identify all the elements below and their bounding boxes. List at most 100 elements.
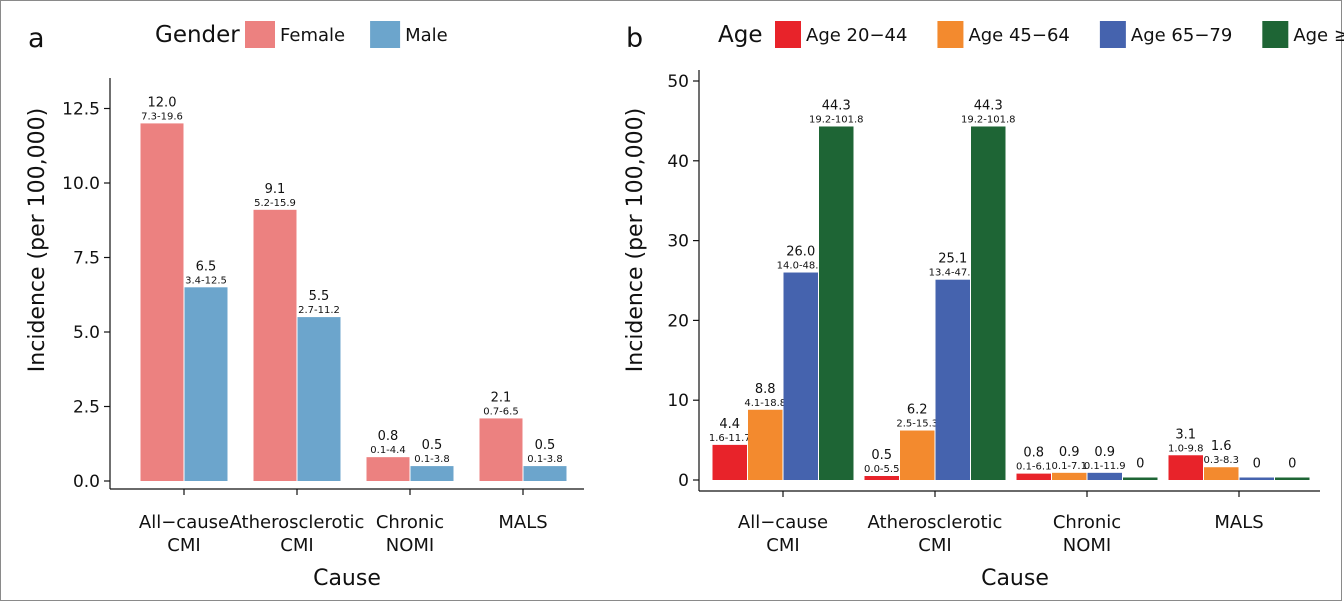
bar <box>935 279 970 480</box>
ci-label: 3.4-12.5 <box>185 275 227 286</box>
value-label: 12.0 <box>148 95 177 110</box>
bar <box>971 126 1006 481</box>
legend-swatch <box>370 21 401 48</box>
legend-label: Age 45−64 <box>968 25 1069 46</box>
y-tick-label: 40 <box>667 152 689 172</box>
value-label: 8.8 <box>755 382 776 397</box>
y-tick-label: 7.5 <box>73 249 100 269</box>
value-label: 0.8 <box>1023 446 1044 461</box>
bar <box>184 287 228 481</box>
legend-swatch <box>1099 21 1126 48</box>
legend-swatch <box>775 21 801 48</box>
legend-title: Age <box>718 22 762 48</box>
value-label: 0.5 <box>535 438 556 453</box>
y-tick-label: 50 <box>667 72 689 92</box>
legend-label: Age ≥80 <box>1293 25 1344 46</box>
x-category-label: MALS <box>1214 512 1263 533</box>
value-label: 0 <box>1288 457 1296 472</box>
y-tick-label: 30 <box>667 232 689 252</box>
ci-label: 13.4-47.0 <box>929 268 977 279</box>
x-category-label: CMI <box>167 535 200 556</box>
ci-label: 0.0-5.5 <box>864 464 899 475</box>
ci-label: 14.0-48.1 <box>777 261 825 272</box>
bar <box>900 430 935 480</box>
value-label: 2.1 <box>491 390 512 405</box>
x-category-label: All−cause <box>139 512 229 533</box>
bar <box>297 317 341 481</box>
y-tick-label: 0.0 <box>73 472 100 492</box>
legend-label: Age 20−44 <box>806 25 907 46</box>
bar <box>712 444 747 480</box>
ci-label: 2.5-15.3 <box>896 419 938 430</box>
value-label: 9.1 <box>265 182 286 197</box>
bar <box>1052 472 1087 480</box>
value-label: 0 <box>1136 457 1144 472</box>
y-tick-label: 0 <box>678 471 689 491</box>
legend-swatch <box>1262 21 1289 48</box>
ci-label: 0.1-6.1 <box>1016 462 1051 473</box>
bar <box>819 126 854 481</box>
x-category-label: MALS <box>498 512 547 533</box>
y-tick-label: 5.0 <box>73 323 100 343</box>
value-label: 1.6 <box>1211 439 1232 454</box>
value-label: 0.5 <box>871 448 892 463</box>
x-category-label: CMI <box>918 535 951 556</box>
ci-label: 0.3-8.3 <box>1204 455 1239 466</box>
ci-label: 0.1-3.8 <box>414 454 449 465</box>
value-label: 3.1 <box>1175 427 1196 442</box>
bar <box>783 272 818 480</box>
value-label: 5.5 <box>309 289 330 304</box>
ci-label: 2.7-11.2 <box>298 305 340 316</box>
value-label: 44.3 <box>822 98 851 113</box>
chart-panel-a: a Gender Female Male 0.0 2.5 5.0 7.5 10.0 12.5 Inc… <box>25 21 584 591</box>
legend-swatch <box>937 21 964 48</box>
ci-label: 0.1-3.8 <box>527 454 562 465</box>
y-axis-title: Incidence (per 100,000) <box>25 108 50 372</box>
legend-title: Gender <box>155 22 240 48</box>
x-axis-title: Cause <box>313 566 381 591</box>
value-label: 6.2 <box>907 403 928 418</box>
bar <box>1016 473 1051 480</box>
ci-label: 4.1-18.8 <box>744 398 786 409</box>
x-category-label: Atherosclerotic <box>230 512 365 533</box>
bar <box>1087 472 1122 480</box>
x-category-label: NOMI <box>386 535 434 556</box>
value-label: 0.9 <box>1094 445 1115 460</box>
x-category-label: Atherosclerotic <box>868 512 1003 533</box>
value-label: 0.9 <box>1059 445 1080 460</box>
bar <box>523 466 567 481</box>
bar <box>748 409 783 480</box>
ci-label: 7.3-19.6 <box>141 111 183 122</box>
bar <box>1275 477 1310 480</box>
legend-label: Male <box>405 25 448 46</box>
y-tick-label: 10.0 <box>62 174 100 194</box>
bar <box>864 476 899 480</box>
x-category-label: All−cause <box>738 512 828 533</box>
x-category-label: NOMI <box>1063 535 1111 556</box>
ci-label: 1.0-9.8 <box>1168 443 1203 454</box>
ci-label: 0.1-11.9 <box>1084 461 1126 472</box>
ci-label: 1.6-11.7 <box>709 433 751 444</box>
ci-label: 0.1-7.1 <box>1052 461 1087 472</box>
value-label: 6.5 <box>196 259 217 274</box>
x-category-label: CMI <box>280 535 313 556</box>
legend-swatch <box>245 21 275 48</box>
legend-label: Age 65−79 <box>1131 25 1232 46</box>
bar <box>1239 477 1274 480</box>
value-label: 44.3 <box>974 98 1003 113</box>
x-category-label: CMI <box>766 535 799 556</box>
value-label: 25.1 <box>938 252 967 267</box>
bar <box>1168 455 1203 480</box>
chart-panel-b: b Age Age 20−44 Age 45−64 Age 65−79 Age ≥80 0 1… <box>623 21 1344 591</box>
y-tick-label: 12.5 <box>62 100 100 120</box>
bar <box>366 457 410 481</box>
ci-label: 5.2-15.9 <box>254 198 296 209</box>
value-label: 0.8 <box>378 429 399 444</box>
value-label: 0.5 <box>422 438 443 453</box>
bar <box>410 466 454 481</box>
bar <box>253 209 297 481</box>
value-label: 26.0 <box>786 245 815 260</box>
legend-label: Female <box>280 25 345 46</box>
